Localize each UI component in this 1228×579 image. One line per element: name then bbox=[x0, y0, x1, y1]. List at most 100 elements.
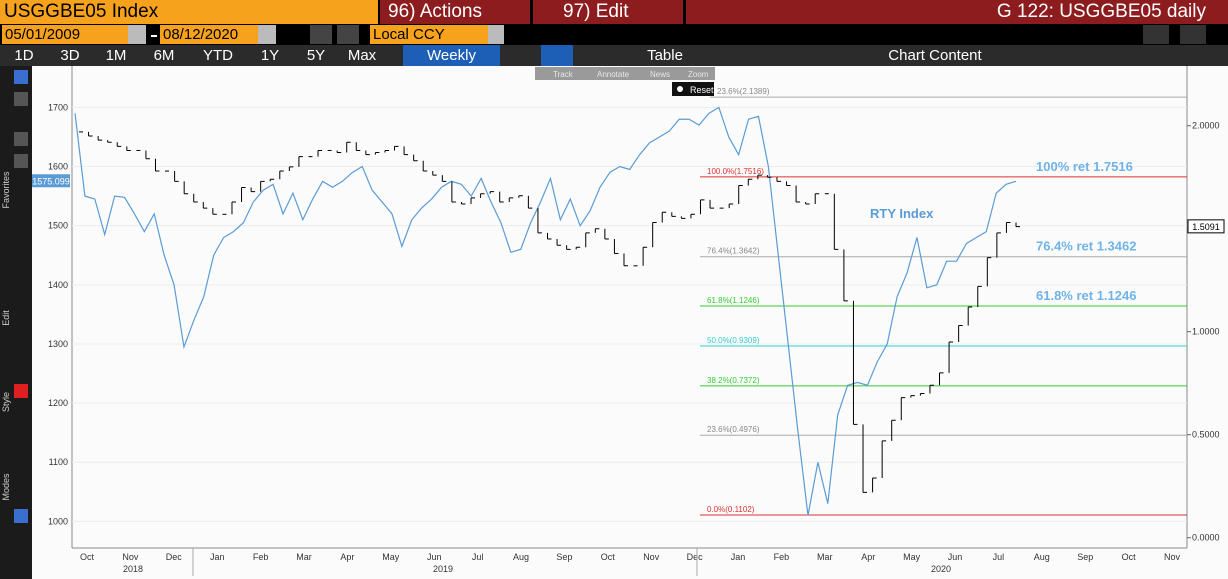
price-bar bbox=[212, 208, 217, 215]
chart-type-button[interactable] bbox=[541, 45, 573, 66]
price-bar bbox=[996, 232, 1001, 258]
x-tick-label: Dec bbox=[687, 552, 704, 562]
price-bar bbox=[154, 158, 160, 172]
price-bar bbox=[900, 397, 906, 421]
price-bar bbox=[527, 195, 533, 209]
year-label: 2018 bbox=[123, 564, 143, 574]
redo-button[interactable] bbox=[1180, 25, 1206, 44]
frequency-label[interactable]: Weekly bbox=[427, 47, 476, 64]
period-button[interactable]: 6M bbox=[153, 47, 175, 64]
frequency-button[interactable]: Weekly bbox=[403, 45, 500, 66]
price-bar bbox=[126, 146, 131, 151]
year-label: 2020 bbox=[931, 564, 951, 574]
price-bar bbox=[288, 166, 294, 172]
chart-tool[interactable]: Zoom bbox=[688, 70, 709, 79]
period-button[interactable]: YTD bbox=[203, 47, 233, 64]
price-bar bbox=[738, 184, 743, 205]
period-button[interactable]: 1M bbox=[105, 47, 127, 64]
price-bar bbox=[594, 228, 600, 233]
edit-label[interactable]: 97) Edit bbox=[563, 1, 629, 22]
price-bar bbox=[776, 177, 781, 182]
price-bar bbox=[939, 372, 944, 386]
chart-content-label[interactable]: Chart Content bbox=[888, 47, 982, 64]
series-line bbox=[74, 106, 1017, 516]
price-bar bbox=[518, 195, 523, 198]
price-bar bbox=[317, 149, 323, 157]
y-tick-label: 1500 bbox=[48, 221, 68, 231]
fib-label: 100.0%(1.7516) bbox=[707, 167, 764, 176]
date-dash bbox=[151, 35, 157, 37]
price-bar bbox=[355, 142, 361, 151]
price-bar bbox=[394, 145, 399, 151]
last-value-box bbox=[1187, 219, 1225, 234]
price-bar bbox=[499, 191, 504, 203]
price-bar bbox=[183, 181, 189, 195]
y-tick-label: 1200 bbox=[48, 398, 68, 408]
edit-menu[interactable]: 97) Edit bbox=[533, 0, 683, 24]
reset-button[interactable] bbox=[672, 82, 714, 96]
price-bar bbox=[365, 150, 370, 156]
currency-field[interactable]: Local CCY bbox=[370, 25, 488, 44]
calendar-icon[interactable] bbox=[258, 25, 276, 44]
start-date[interactable]: 05/01/2009 bbox=[2, 25, 128, 44]
price-bar bbox=[537, 208, 542, 234]
price-bar bbox=[489, 191, 495, 194]
price-bar bbox=[202, 201, 208, 209]
price-bar bbox=[145, 150, 150, 160]
x-tick-label: Dec bbox=[166, 552, 183, 562]
period-button[interactable]: 1Y bbox=[260, 47, 280, 64]
table-button[interactable]: Table bbox=[610, 45, 720, 66]
price-bar bbox=[919, 393, 925, 396]
x-tick-label: Sep bbox=[1077, 552, 1093, 562]
period-button[interactable]: 5Y bbox=[306, 47, 326, 64]
price-bar bbox=[661, 211, 667, 223]
y2-tick-label: 0.0000 bbox=[1192, 533, 1220, 543]
x-tick-label: Mar bbox=[817, 552, 833, 562]
price-bar bbox=[642, 246, 648, 266]
reset-label[interactable]: Reset bbox=[690, 85, 714, 95]
currency-dropdown[interactable] bbox=[488, 25, 504, 44]
end-date[interactable]: 08/12/2020 bbox=[160, 25, 258, 44]
x-tick-label: Jul bbox=[993, 552, 1005, 562]
price-bar bbox=[422, 160, 428, 172]
x-tick-label: Aug bbox=[1034, 552, 1050, 562]
calendar-icon[interactable] bbox=[128, 25, 146, 44]
price-bar bbox=[384, 149, 389, 153]
period-button[interactable]: Max bbox=[347, 47, 377, 64]
price-bar bbox=[948, 341, 954, 373]
price-bar bbox=[88, 131, 93, 137]
period-button[interactable]: 1D bbox=[14, 47, 34, 64]
price-bar bbox=[1005, 222, 1011, 233]
price-bar bbox=[814, 193, 820, 205]
y-tick-label: 1700 bbox=[48, 102, 68, 112]
chart-tool[interactable]: Track bbox=[553, 70, 574, 79]
undo-button[interactable] bbox=[1143, 25, 1169, 44]
period-button[interactable]: 3D bbox=[60, 47, 80, 64]
price-bar bbox=[709, 199, 715, 209]
actions-menu[interactable]: 96) Actions bbox=[380, 0, 530, 24]
security-field[interactable]: USGGBE05 Index bbox=[0, 0, 378, 24]
next-button[interactable] bbox=[337, 25, 359, 44]
price-bar bbox=[786, 181, 791, 186]
x-tick-label: Apr bbox=[861, 552, 875, 562]
price-bar bbox=[652, 222, 657, 248]
x-tick-label: Feb bbox=[774, 552, 790, 562]
price-bar bbox=[891, 419, 896, 441]
y2-tick-label: 0.5000 bbox=[1192, 430, 1220, 440]
actions-label[interactable]: 96) Actions bbox=[388, 1, 482, 22]
price-bar bbox=[432, 171, 437, 176]
price-bar bbox=[929, 384, 934, 394]
y-tick-label: 1000 bbox=[48, 516, 68, 526]
price-bar bbox=[374, 152, 380, 155]
price-bar bbox=[805, 201, 810, 205]
price-bar bbox=[193, 193, 198, 203]
chart-tool[interactable]: Annotate bbox=[597, 70, 630, 79]
chart-content-button[interactable]: Chart Content bbox=[855, 45, 1015, 66]
price-bar bbox=[231, 201, 236, 215]
prev-button[interactable] bbox=[310, 25, 332, 44]
price-bar bbox=[872, 477, 877, 493]
table-label[interactable]: Table bbox=[647, 47, 683, 64]
price-bar bbox=[508, 197, 514, 202]
chart-tool[interactable]: News bbox=[650, 70, 670, 79]
